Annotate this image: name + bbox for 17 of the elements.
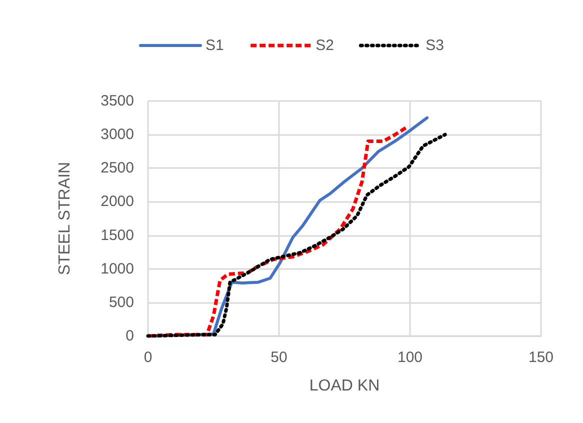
legend-label: S2 [316, 37, 334, 54]
x-axis-title: LOAD KN [309, 378, 380, 394]
legend-label: S3 [426, 37, 444, 54]
y-tick-label: 3500 [100, 92, 134, 110]
legend-label: S1 [205, 37, 224, 54]
x-tick-label: 100 [397, 349, 423, 366]
y-tick-label: 1500 [100, 226, 134, 244]
x-tick-label: 50 [270, 349, 288, 366]
x-tick-label: 0 [144, 349, 152, 366]
x-tick-label: 150 [528, 349, 554, 366]
y-tick-label: 2500 [100, 160, 134, 177]
y-tick-label: 1000 [100, 260, 134, 278]
y-tick-label: 0 [126, 328, 134, 344]
y-tick-label: 3000 [100, 126, 134, 144]
y-tick-label: 2000 [100, 193, 134, 210]
y-tick-label: 500 [108, 294, 134, 311]
y-axis-title: STEEL STRAIN [56, 162, 74, 276]
